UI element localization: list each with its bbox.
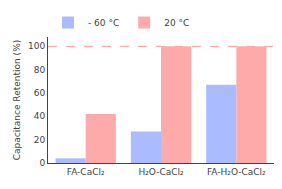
svg-text:Capacitance Retention (%): Capacitance Retention (%) [12,40,22,160]
svg-text:20 °C: 20 °C [164,18,189,28]
svg-text:60: 60 [34,88,46,98]
svg-text:40: 40 [34,111,46,121]
svg-text:FA-CaCl₂: FA-CaCl₂ [67,167,105,177]
svg-text:FA-H₂O-CaCl₂: FA-H₂O-CaCl₂ [207,167,266,177]
svg-text:0: 0 [39,158,45,168]
svg-text:- 60 °C: - 60 °C [88,18,119,28]
svg-text:20: 20 [34,135,46,145]
svg-text:100: 100 [28,41,45,51]
svg-text:H₂O-CaCl₂: H₂O-CaCl₂ [138,167,184,177]
svg-text:80: 80 [34,65,46,75]
